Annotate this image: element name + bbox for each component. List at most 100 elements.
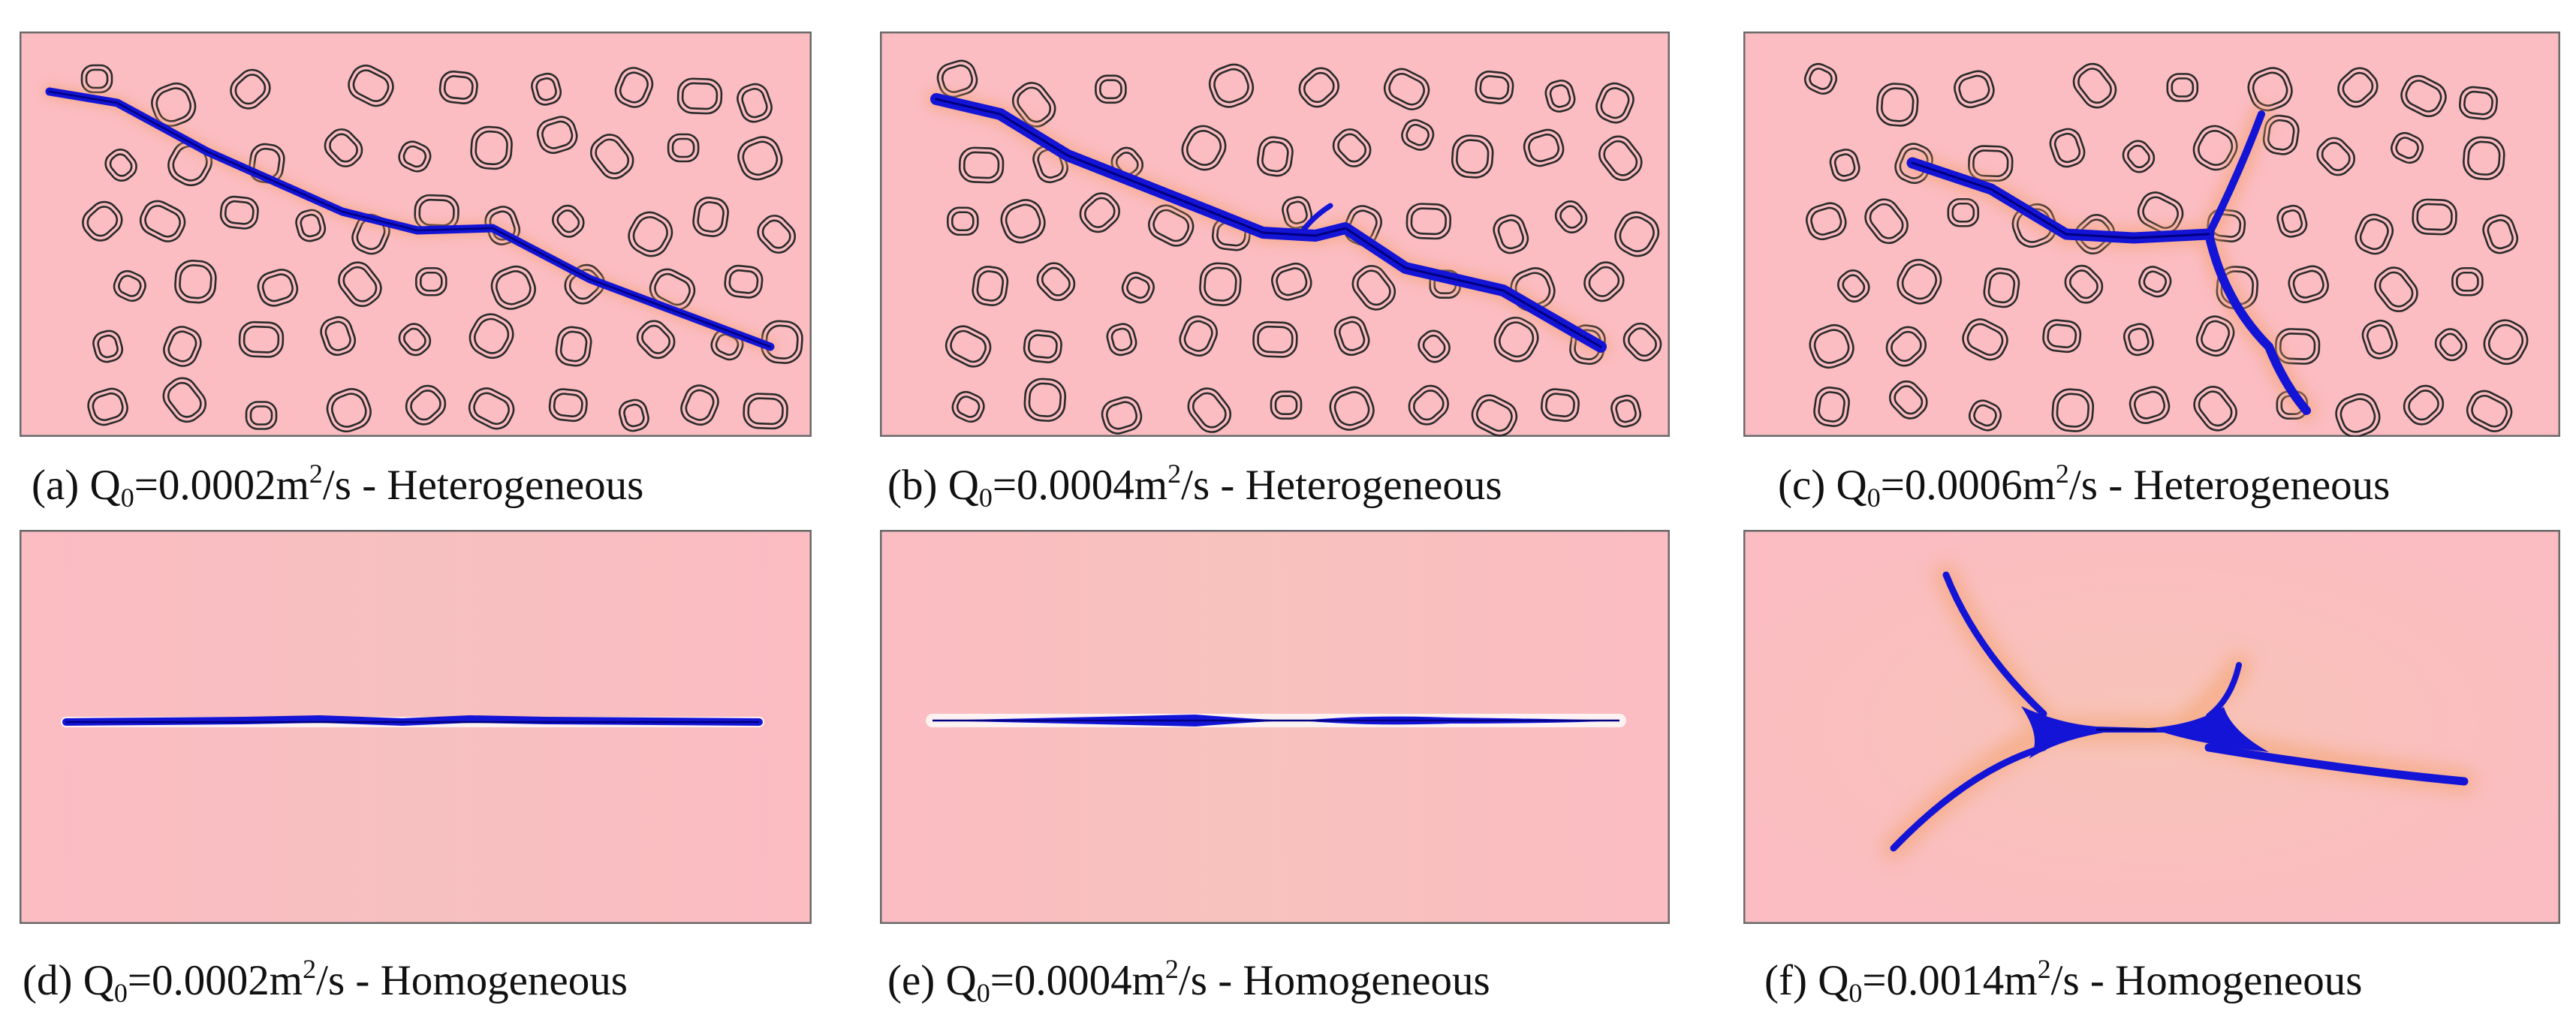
inclusion-inner	[1303, 71, 1335, 104]
inclusion-inner	[553, 393, 583, 418]
inclusion-inner	[2366, 324, 2394, 355]
inclusion-inner	[1894, 385, 1924, 415]
inclusion-outer	[2166, 73, 2199, 102]
inclusion-inner	[2339, 398, 2376, 433]
panel-f	[1743, 530, 2560, 924]
panel-b-plot	[880, 32, 1670, 437]
inclusion-outer	[1475, 71, 1514, 104]
inclusion-inner	[155, 87, 191, 122]
inclusion-outer	[1954, 70, 1995, 109]
inclusion-outer	[1622, 322, 1662, 362]
inclusion-outer	[2434, 328, 2468, 362]
inclusion-inner	[1810, 206, 1842, 236]
inclusion-inner	[2077, 68, 2112, 104]
inclusion-outer	[2049, 128, 2086, 168]
inclusion-outer	[2400, 74, 2447, 118]
inclusion-outer	[614, 67, 654, 108]
inclusion-inner	[1337, 133, 1367, 163]
inclusion-inner	[2133, 390, 2166, 420]
caption-e: (e) Q0=0.0004m2/s - Homogeneous	[887, 954, 1490, 1008]
inclusion-inner	[2267, 119, 2295, 151]
inclusion-inner	[1110, 327, 1133, 351]
inclusion-inner	[1410, 207, 1447, 236]
inclusion-outer	[1451, 134, 1494, 179]
inclusion-inner	[1105, 401, 1138, 430]
inclusion-inner	[1869, 203, 1904, 239]
inclusion-inner	[1286, 200, 1308, 224]
inclusion-inner	[109, 153, 133, 177]
inclusion-outer	[1333, 316, 1370, 357]
inclusion-outer	[414, 266, 447, 296]
inclusion-inner	[1027, 334, 1058, 359]
inclusion-outer	[536, 116, 578, 155]
inclusion-outer	[1147, 204, 1195, 247]
inclusion-outer	[737, 136, 783, 181]
panel-a-plot	[20, 32, 812, 437]
inclusion-inner	[224, 200, 255, 225]
inclusion-inner	[685, 389, 715, 421]
inclusion-inner	[2379, 271, 2414, 308]
inclusion-outer	[1036, 262, 1076, 302]
inclusion-outer	[1806, 202, 1847, 241]
inclusion-outer	[1595, 82, 1634, 124]
inclusion-outer	[555, 326, 592, 367]
inclusion-inner	[728, 269, 759, 294]
inclusion-outer	[2466, 390, 2513, 432]
inclusion-inner	[671, 137, 695, 158]
caption-b: (b) Q0=0.0004m2/s - Heterogeneous	[887, 459, 1502, 513]
inclusion-inner	[1338, 320, 1366, 351]
inclusion-inner	[2143, 270, 2168, 293]
inclusion-inner	[1183, 320, 1213, 352]
inclusion-outer	[1471, 394, 1518, 437]
inclusion-inner	[1972, 149, 2009, 178]
inclusion-inner	[632, 216, 668, 252]
inclusion-inner	[2439, 332, 2463, 357]
inclusion-inner	[1274, 395, 1298, 416]
inclusion-outer	[1023, 378, 1067, 422]
inclusion-outer	[1888, 380, 1928, 420]
inclusion-outer	[757, 215, 797, 254]
inclusion-inner	[1603, 140, 1638, 176]
inclusion-inner	[951, 211, 975, 232]
inclusion-outer	[338, 261, 382, 308]
caption-f: (f) Q0=0.0014m2/s - Homogeneous	[1764, 954, 2363, 1008]
inclusion-inner	[1356, 269, 1391, 306]
inclusion-inner	[2292, 269, 2324, 299]
inclusion-outer	[692, 197, 729, 237]
inclusion-outer	[87, 387, 128, 426]
inclusion-inner	[2056, 393, 2089, 428]
inclusion-inner	[2395, 137, 2419, 159]
inclusions	[936, 59, 1662, 437]
inclusion-inner	[2342, 71, 2374, 104]
inclusion-inner	[1213, 68, 1249, 104]
inclusion-inner	[331, 393, 367, 428]
inclusion-outer	[92, 329, 124, 363]
inclusion-inner	[1951, 202, 1975, 223]
inclusion-outer	[2138, 266, 2172, 298]
inclusion-inner	[761, 219, 791, 249]
inclusion-inner	[2408, 390, 2439, 421]
inclusion-inner	[2128, 327, 2150, 351]
panel-d-plot	[20, 530, 812, 924]
inclusion-inner	[118, 275, 142, 297]
inclusion-inner	[329, 133, 358, 163]
inclusion-outer	[1610, 394, 1642, 428]
inclusion-outer	[320, 316, 357, 357]
panel-c-plot	[1743, 32, 2560, 437]
inclusion-outer	[1947, 197, 1980, 227]
inclusion-outer	[743, 393, 788, 430]
inclusion-inner	[1813, 329, 1850, 364]
inclusion-outer	[1554, 200, 1588, 234]
inclusion-outer	[326, 388, 372, 433]
inclusion-inner	[2198, 130, 2234, 166]
inclusion-inner	[1615, 399, 1637, 423]
inclusion-inner	[410, 390, 441, 421]
panel-b	[880, 32, 1670, 437]
inclusion-inner	[1479, 75, 1510, 100]
inclusion-inner	[1413, 390, 1445, 421]
inclusion-outer	[1271, 262, 1312, 301]
inclusion-inner	[2416, 203, 2453, 231]
inclusion-outer	[113, 269, 146, 302]
inclusion-inner	[1619, 216, 1655, 252]
inclusion-inner	[300, 213, 321, 238]
